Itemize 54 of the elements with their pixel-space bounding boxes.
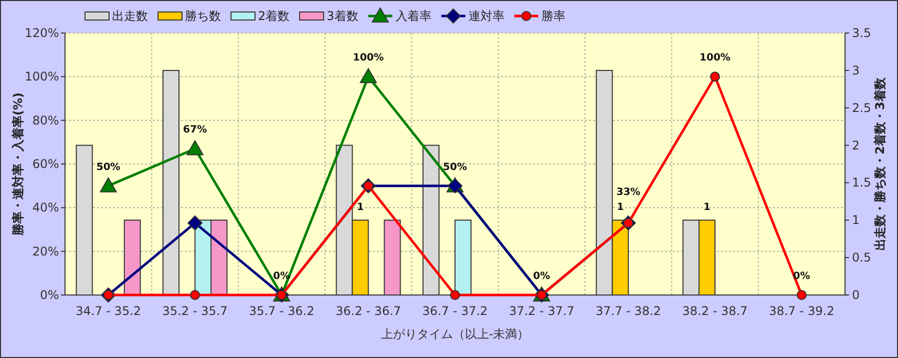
y-tick-label: 120% — [24, 26, 59, 40]
y2-tick-label: 1 — [852, 213, 860, 228]
y-tick-label: 0% — [40, 288, 59, 302]
y-tick-label: 100% — [24, 70, 59, 84]
data-label: 100% — [700, 52, 730, 64]
point — [100, 177, 117, 192]
data-label: 100% — [352, 52, 384, 64]
legend-label: 3着数 — [326, 9, 358, 23]
point — [360, 68, 377, 84]
legend-label: 連対率 — [468, 9, 504, 23]
y-tick-label: 40% — [32, 200, 59, 215]
data-label: 0% — [533, 271, 550, 282]
x-tick-label: 38.2 - 38.7 — [682, 304, 748, 318]
point — [450, 290, 460, 300]
legend-label: 勝ち数 — [185, 9, 221, 23]
y2-tick-label: 2 — [852, 138, 860, 152]
y2-tick-label: 1.5 — [852, 176, 872, 190]
legend-label: 2着数 — [258, 9, 290, 23]
x-axis-title: 上がりタイム（以上-未満） — [380, 327, 530, 341]
x-tick-label: 36.2 - 36.7 — [336, 304, 402, 318]
y2-tick-label: 0.5 — [852, 250, 872, 265]
y2-tick-label: 2.5 — [852, 100, 872, 115]
y2-tick-label: 3.5 — [852, 26, 872, 40]
data-label: 33% — [616, 186, 640, 198]
bar — [124, 220, 141, 296]
x-tick-label: 35.2 - 35.7 — [162, 304, 228, 318]
data-label: 1 — [356, 202, 364, 214]
x-tick-label: 37.7 - 38.2 — [596, 304, 662, 318]
data-label: 1 — [704, 202, 711, 214]
point — [190, 290, 200, 300]
x-tick-label: 34.7 - 35.2 — [76, 304, 142, 318]
x-tick-label: 36.7 - 37.2 — [422, 304, 488, 318]
y-axis-title: 勝率・連対率・入着率(%) — [11, 92, 25, 236]
legend-label: 勝率 — [541, 9, 566, 23]
legend-label: 入着率 — [395, 9, 432, 23]
y2-tick-label: 3 — [852, 63, 860, 78]
point — [710, 72, 720, 82]
bar — [162, 70, 180, 296]
y-tick-label: 20% — [32, 244, 59, 258]
y2-axis-title: 出走数・勝ち数・2着数・3着数 — [873, 76, 887, 250]
data-label: 1 — [616, 202, 624, 214]
y-tick-label: 80% — [32, 113, 59, 128]
x-tick-label: 37.2 - 37.7 — [508, 304, 574, 318]
point — [188, 215, 202, 230]
data-label: 67% — [183, 124, 207, 136]
x-tick-label: 35.7 - 36.2 — [248, 304, 314, 318]
point — [796, 290, 807, 300]
x-tick-label: 38.7 - 39.2 — [768, 304, 834, 318]
data-label: 50% — [443, 162, 467, 173]
y-tick-label: 60% — [32, 157, 59, 171]
y2-tick-label: 0 — [852, 288, 860, 302]
legend-label: 出走数 — [112, 9, 148, 23]
point — [186, 140, 204, 156]
data-label: 50% — [96, 162, 120, 173]
